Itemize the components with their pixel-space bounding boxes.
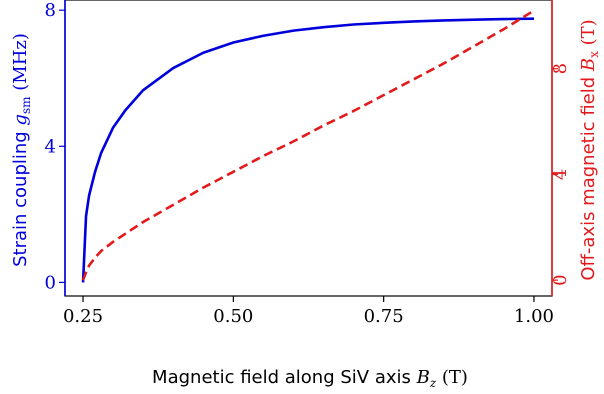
- left-y-tick-label: 8: [45, 0, 56, 21]
- strain-coupling-line: [81, 17, 534, 283]
- right-y-tick-label: 4: [550, 169, 571, 180]
- x-axis-label: Magnetic field along SiV axis Bz (T): [152, 367, 468, 390]
- left-y-axis-ticks: 0 4 8: [45, 0, 65, 293]
- left-y-tick-label: 4: [45, 136, 56, 157]
- left-y-tick-label: 0: [45, 272, 56, 293]
- series-layer: [81, 9, 535, 283]
- right-y-tick-label: 8: [550, 63, 571, 74]
- right-y-axis-ticks: 0 4 8: [550, 63, 571, 286]
- x-tick-label: 0.25: [63, 306, 103, 327]
- x-tick-label: 0.75: [364, 306, 404, 327]
- x-axis-ticks: 0.25 0.50 0.75 1.00: [63, 296, 554, 327]
- x-tick-label: 0.50: [213, 306, 253, 327]
- left-y-axis-label: Strain coupling gsm (MHz): [10, 33, 33, 267]
- x-tick-label: 1.00: [514, 306, 554, 327]
- off-axis-field-dashed-line: [81, 9, 535, 281]
- right-y-axis-label: Off-axis magnetic field Bx (T): [578, 19, 601, 280]
- right-y-tick-label: 0: [550, 274, 571, 285]
